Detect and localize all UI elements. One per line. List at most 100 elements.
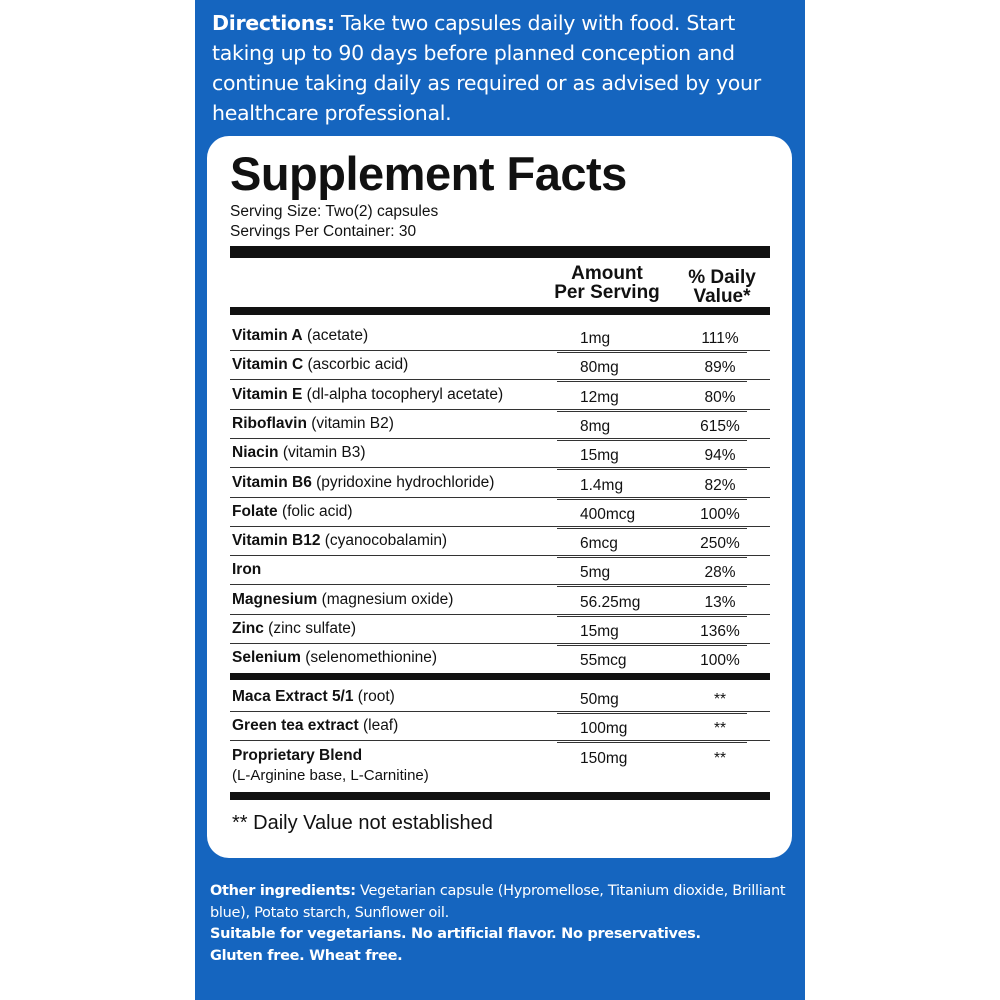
daily-value-percent: 111% — [701, 330, 739, 347]
row-divider-secondary — [557, 527, 747, 529]
amount-per-serving: 8mg — [580, 417, 611, 435]
serving-size: Serving Size: Two(2) capsules — [230, 203, 439, 220]
row-divider-secondary — [557, 439, 747, 441]
nutrient-name: Proprietary Blend (L-Arginine base, L-Car… — [232, 746, 572, 786]
header-amount-line1: Amount — [571, 263, 643, 284]
directions-body: Take two capsules daily with food. Start… — [212, 11, 761, 125]
amount-per-serving: 50mg — [580, 691, 619, 708]
daily-value-percent: ** — [713, 691, 727, 708]
nutrient-name: Vitamin E (dl-alpha tocopheryl acetate) — [232, 385, 572, 405]
daily-value-percent: 615% — [700, 417, 740, 435]
thick-divider-top — [230, 246, 770, 258]
nutrient-name: Riboflavin (vitamin B2) — [232, 414, 572, 434]
nutrient-name-bold: Vitamin C — [232, 356, 304, 374]
row-divider-secondary — [557, 410, 747, 412]
nutrient-detail: (vitamin B2) — [306, 414, 394, 432]
nutrient-name: Niacin (vitamin B3) — [232, 443, 572, 463]
daily-value-percent: 94% — [704, 447, 736, 465]
header-dv-line2: Value* — [693, 286, 751, 307]
daily-value-percent: ** — [713, 749, 727, 767]
row-divider — [230, 437, 770, 439]
nutrient-name: Selenium (selenomethionine) — [232, 648, 572, 668]
daily-value-percent: 80% — [704, 388, 736, 406]
daily-value-percent: 89% — [704, 359, 736, 377]
row-divider — [230, 613, 770, 615]
nutrient-name-bold: Vitamin E — [232, 385, 303, 403]
other-ingredients-text: Vegetarian capsule (Hypromellose, Titani… — [210, 883, 786, 921]
amount-per-serving: 6mcg — [580, 535, 618, 553]
other-ingredients: Other ingredients: Vegetarian capsule (H… — [210, 881, 800, 967]
row-divider — [230, 584, 770, 586]
amount-per-serving: 15mg — [580, 447, 619, 465]
header-dv-line1: % Daily — [688, 267, 756, 288]
amount-per-serving: 5mg — [580, 564, 611, 582]
nutrient-name-bold: Selenium — [232, 649, 301, 667]
other-ingredients-label: Other ingredients: — [210, 883, 356, 899]
servings-per-container: Servings Per Container: 30 — [230, 223, 417, 240]
nutrient-name: Vitamin B12 (cyanocobalamin) — [232, 531, 572, 551]
header-daily-value: % Daily Value* — [672, 268, 772, 306]
header-amount: Amount Per Serving — [542, 264, 672, 302]
nutrient-detail: (folic acid) — [277, 502, 353, 520]
daily-value-percent: 250% — [700, 535, 740, 553]
vegetarian-statement: Suitable for vegetarians. No artificial … — [210, 926, 701, 942]
nutrient-name: Vitamin A (acetate) — [232, 326, 572, 346]
nutrient-name-bold: Niacin — [232, 444, 279, 462]
row-divider — [230, 350, 770, 351]
nutrient-name: Vitamin B6 (pyridoxine hydrochloride) — [232, 473, 572, 493]
nutrient-name: Magnesium (magnesium oxide) — [232, 590, 572, 610]
row-divider-secondary — [557, 381, 747, 383]
amount-per-serving: 12mg — [580, 388, 619, 406]
thick-divider-bottom — [230, 792, 770, 800]
row-divider-secondary — [557, 352, 747, 353]
nutrient-name-bold: Folate — [232, 502, 278, 520]
row-divider — [230, 408, 770, 410]
row-divider — [230, 525, 770, 527]
daily-value-percent: 13% — [704, 593, 736, 611]
nutrient-name-bold: Maca Extract 5/1 — [232, 688, 354, 705]
daily-value-note: ** Daily Value not established — [232, 812, 493, 834]
nutrient-name: Iron — [232, 560, 572, 580]
facts-title: Supplement Facts — [230, 147, 627, 200]
nutrient-name: Green tea extract (leaf) — [232, 716, 572, 736]
nutrient-detail: (acetate) — [302, 327, 369, 344]
nutrient-name-bold: Iron — [232, 561, 262, 579]
thick-divider-mid — [230, 673, 770, 680]
amount-per-serving: 1mg — [580, 330, 611, 347]
nutrient-name: Zinc (zinc sulfate) — [232, 619, 572, 639]
nutrient-name-bold: Proprietary Blend — [232, 746, 363, 764]
row-divider — [230, 711, 770, 712]
nutrient-name: Folate (folic acid) — [232, 502, 572, 522]
row-divider-secondary — [557, 615, 747, 617]
row-divider — [230, 496, 770, 498]
daily-value-percent: 100% — [700, 505, 740, 523]
nutrient-name-bold: Vitamin B12 — [232, 532, 321, 550]
nutrient-detail: (zinc sulfate) — [263, 620, 357, 637]
nutrient-detail: (root) — [353, 688, 395, 705]
amount-per-serving: 150mg — [580, 749, 628, 767]
nutrient-detail: (L-Arginine base, L-Carnitine) — [232, 766, 429, 784]
amount-per-serving: 55mcg — [580, 652, 627, 670]
row-divider-secondary — [557, 557, 747, 559]
nutrient-name-bold: Magnesium — [232, 590, 318, 608]
nutrient-name-bold: Riboflavin — [232, 414, 307, 432]
gluten-statement: Gluten free. Wheat free. — [210, 947, 403, 964]
row-divider — [230, 467, 770, 469]
nutrient-detail: (pyridoxine hydrochloride) — [311, 473, 495, 491]
nutrient-detail: (selenomethionine) — [300, 649, 438, 667]
amount-per-serving: 1.4mg — [580, 476, 624, 494]
row-divider-secondary — [557, 469, 747, 471]
row-divider-secondary — [557, 713, 747, 714]
daily-value-percent: 28% — [704, 564, 736, 582]
directions-label: Directions: — [212, 11, 335, 35]
nutrient-name: Vitamin C (ascorbic acid) — [232, 355, 572, 375]
amount-per-serving: 80mg — [580, 359, 619, 377]
daily-value-percent: 82% — [704, 476, 736, 494]
nutrient-detail: (dl-alpha tocopheryl acetate) — [302, 385, 504, 403]
header-amount-line2: Per Serving — [554, 282, 660, 303]
nutrient-name-bold: Vitamin A — [232, 327, 303, 344]
amount-per-serving: 56.25mg — [580, 593, 641, 611]
amount-per-serving: 400mcg — [580, 505, 636, 523]
row-divider — [230, 555, 770, 557]
directions-text: Directions: Take two capsules daily with… — [212, 8, 802, 128]
